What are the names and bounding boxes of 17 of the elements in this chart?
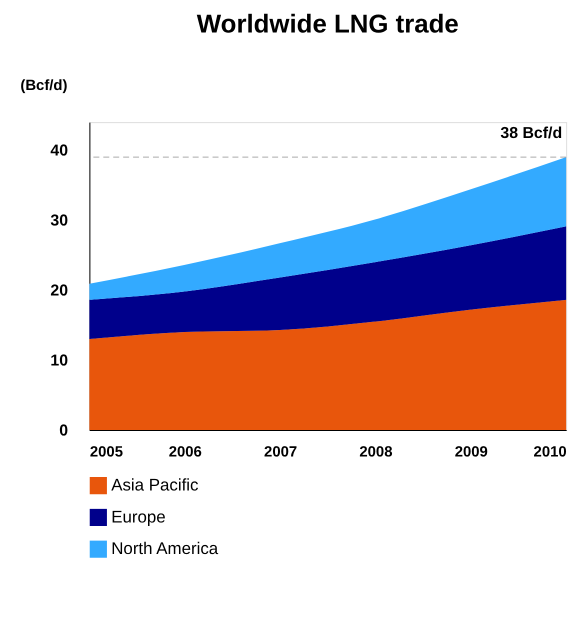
chart-title: Worldwide LNG trade xyxy=(196,10,459,39)
legend-label: Europe xyxy=(111,507,166,526)
y-tick-label: 20 xyxy=(50,282,68,300)
x-tick-label: 2008 xyxy=(359,444,392,460)
y-tick-label: 30 xyxy=(50,212,68,230)
x-tick-label: 2005 xyxy=(90,444,123,460)
x-tick-label: 2007 xyxy=(264,444,298,460)
legend-label: North America xyxy=(111,539,219,558)
x-tick-label: 2006 xyxy=(168,444,202,460)
y-tick-label: 40 xyxy=(50,142,68,160)
legend-label: Asia Pacific xyxy=(111,476,198,495)
y-tick-label: 10 xyxy=(50,352,68,370)
x-tick-label: 2010 xyxy=(534,444,567,460)
y-axis-title: (Bcf/d) xyxy=(20,78,68,94)
x-tick-label: 2009 xyxy=(454,444,488,460)
ref-line-label: 38 Bcf/d xyxy=(500,125,562,142)
y-tick-label: 0 xyxy=(59,422,68,440)
